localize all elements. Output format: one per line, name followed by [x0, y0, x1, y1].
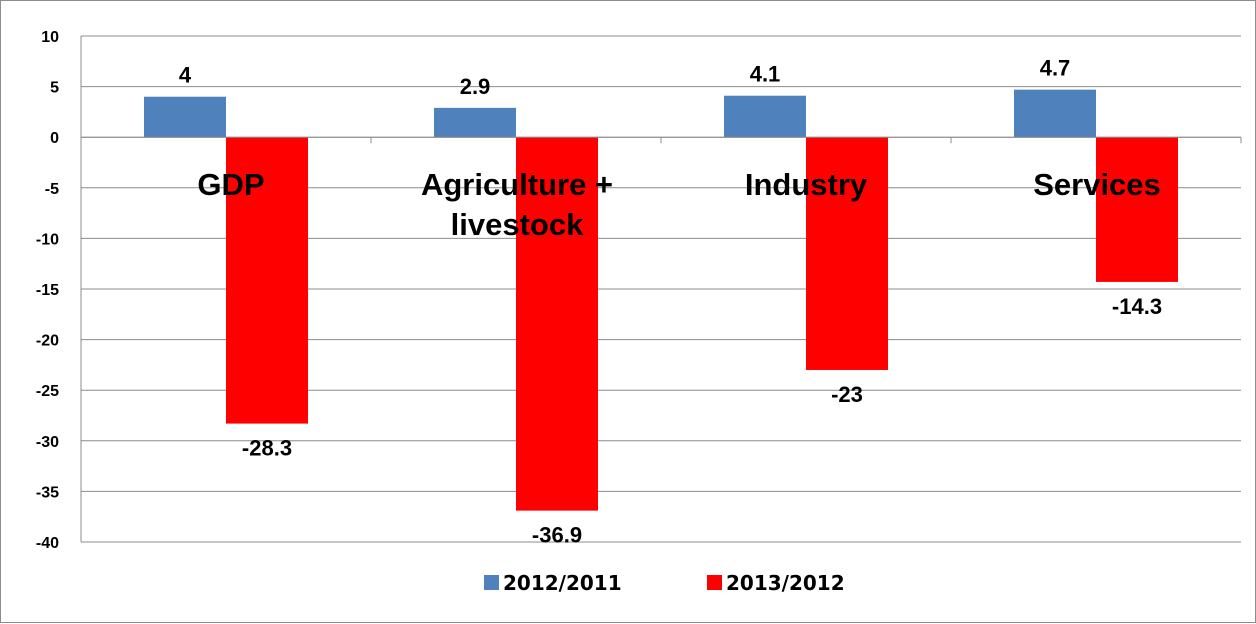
- y-tick-label: -30: [36, 434, 59, 451]
- y-tick-label: 0: [50, 130, 59, 147]
- y-tick-label: -20: [36, 333, 59, 350]
- y-tick-label: -10: [36, 231, 59, 248]
- y-tick-label: 10: [41, 29, 59, 46]
- category-label-line: livestock: [451, 207, 584, 242]
- legend-label: 2013/2012: [726, 571, 845, 595]
- category-label: Services: [1033, 167, 1161, 202]
- y-tick-label: -35: [36, 484, 59, 501]
- data-label: -36.9: [532, 523, 582, 548]
- category-label: GDP: [197, 167, 264, 202]
- y-tick-label: -25: [36, 383, 59, 400]
- category-label: Industry: [745, 167, 868, 202]
- bar-series2: [516, 137, 598, 511]
- y-tick-label: -5: [45, 181, 59, 198]
- y-tick-label: -40: [36, 535, 59, 552]
- category-label: Agriculture + livestock: [421, 167, 613, 242]
- data-label: -28.3: [242, 436, 292, 461]
- data-label: -14.3: [1112, 294, 1162, 319]
- y-tick-label: 5: [50, 80, 59, 97]
- category-label-line: GDP: [197, 167, 264, 202]
- bar-series2: [1096, 137, 1178, 282]
- legend-swatch: [484, 575, 499, 590]
- category-label-line: Industry: [745, 167, 868, 202]
- data-label: -23: [831, 382, 863, 407]
- legend-label: 2012/2011: [503, 571, 622, 595]
- bar-series1: [144, 96, 226, 138]
- category-label-line: Services: [1033, 167, 1161, 202]
- bar-series2: [806, 137, 888, 370]
- category-labels: GDP Agriculture + livestock Industry Service…: [197, 167, 1160, 242]
- data-labels: 4 2.9 4.1 4.7 -28.3 -36.9 -23 -14.3: [179, 56, 1162, 548]
- data-label: 4.1: [750, 62, 781, 87]
- bar-series1: [724, 95, 806, 138]
- axes: 10 5 0 -5 -10 -15 -20 -25 -30 -35 -40: [36, 29, 1242, 552]
- bar-series1: [1014, 89, 1096, 138]
- data-label: 4: [179, 63, 192, 88]
- bar-series2: [226, 137, 308, 424]
- y-tick-label: -15: [36, 282, 59, 299]
- legend: 2012/2011 2013/2012: [484, 571, 845, 595]
- data-label: 2.9: [460, 74, 491, 99]
- bar-series1: [434, 107, 516, 138]
- data-label: 4.7: [1040, 56, 1071, 81]
- bars: [144, 89, 1178, 511]
- legend-swatch: [707, 575, 722, 590]
- category-label-line: Agriculture +: [421, 167, 613, 202]
